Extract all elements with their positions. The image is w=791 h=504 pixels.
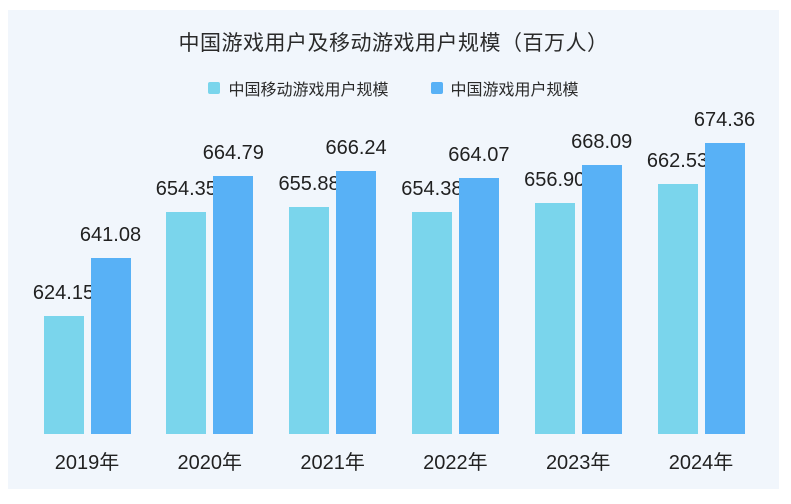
bar-mobile-2019年 <box>43 316 84 434</box>
bar-total-2022年 <box>458 178 499 434</box>
value-label-mobile-2023年: 656.90 <box>524 169 586 192</box>
bar-total-2021年 <box>336 170 377 434</box>
value-label-total-2022年: 664.07 <box>448 144 510 167</box>
bar-total-2019年 <box>90 257 131 434</box>
legend-label-mobile-users: 中国移动游戏用户规模 <box>228 82 389 99</box>
chart-panel: 中国游戏用户及移动游戏用户规模（百万人） 中国移动游戏用户规模 中国游戏用户规模… <box>8 10 779 489</box>
bar-mobile-2023年 <box>534 203 575 434</box>
legend: 中国移动游戏用户规模 中国游戏用户规模 <box>8 76 779 100</box>
legend-label-game-users: 中国游戏用户规模 <box>450 82 579 99</box>
x-axis-label-2022年: 2022年 <box>423 452 488 474</box>
bar-mobile-2024年 <box>657 183 698 434</box>
value-label-mobile-2019年: 624.15 <box>32 282 95 305</box>
plot-area: 624.15 641.08 2019年 654.35 664.79 2020年 655.88… <box>8 10 779 489</box>
x-axis-label-2023年: 2023年 <box>545 452 611 474</box>
bar-total-2020年 <box>213 175 254 434</box>
value-label-total-2023年: 668.09 <box>571 130 633 153</box>
bar-mobile-2022年 <box>411 211 452 434</box>
value-label-mobile-2021年: 655.88 <box>278 172 340 195</box>
legend-marker-game-users-icon <box>430 82 443 94</box>
legend-item-mobile-users: 中国移动游戏用户规模 <box>208 76 389 100</box>
bar-total-2023年 <box>581 164 622 434</box>
value-label-total-2024年: 674.36 <box>693 108 756 131</box>
chart-title: 中国游戏用户及移动游戏用户规模（百万人） <box>178 32 609 55</box>
value-label-total-2019年: 641.08 <box>79 223 142 246</box>
bar-total-2024年 <box>704 142 745 434</box>
value-label-mobile-2022年: 654.38 <box>401 177 463 200</box>
x-axis-label-2021年: 2021年 <box>300 452 365 474</box>
legend-marker-mobile-users-icon <box>208 82 221 94</box>
value-label-total-2021年: 666.24 <box>325 136 387 159</box>
x-axis-label-2024年: 2024年 <box>668 452 734 474</box>
bar-mobile-2021年 <box>289 206 330 434</box>
legend-item-game-users: 中国游戏用户规模 <box>430 76 579 100</box>
x-axis-label-2019年: 2019年 <box>54 452 120 474</box>
value-label-total-2020年: 664.79 <box>202 141 264 164</box>
x-axis-label-2020年: 2020年 <box>177 452 243 474</box>
value-label-mobile-2024年: 662.53 <box>646 149 709 172</box>
bar-mobile-2020年 <box>166 211 207 434</box>
value-label-mobile-2020年: 654.35 <box>155 177 217 200</box>
